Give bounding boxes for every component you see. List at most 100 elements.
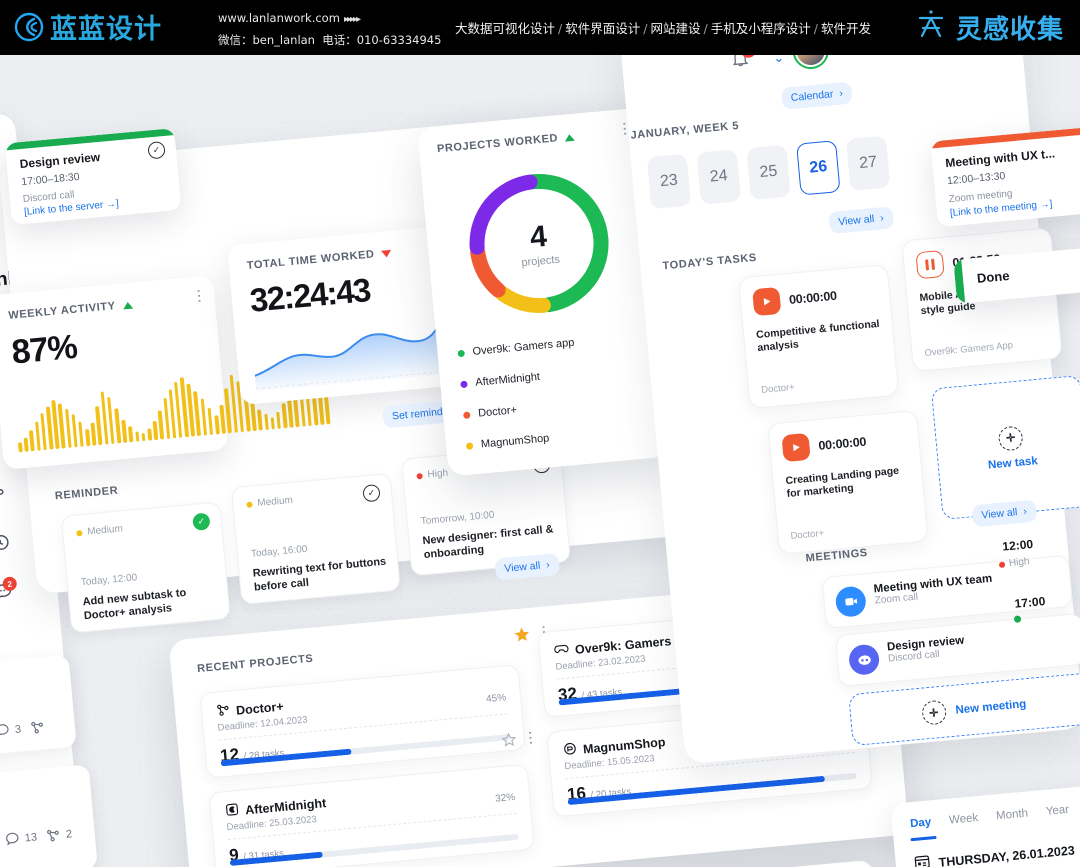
legend-item: Doctor+ — [462, 404, 518, 421]
activity-bar — [85, 428, 91, 447]
inspiration-mark-icon — [914, 8, 948, 47]
recent-projects-view-all-button[interactable]: View all › — [494, 553, 560, 581]
activity-bar — [107, 397, 115, 445]
legend-swatch — [460, 380, 468, 388]
task-card[interactable]: 00:00:00 Competitive & functional analys… — [737, 263, 900, 410]
sidebar-item-share[interactable] — [0, 485, 6, 506]
service-2: 网站建设 — [650, 21, 701, 36]
trend-down-icon — [381, 249, 392, 258]
task-project: Over9k: Gamers App — [924, 339, 1014, 359]
legend-label: Doctor+ — [477, 404, 518, 420]
sidebar-item-chat[interactable]: 2 — [0, 576, 18, 603]
reminder-text: Rewriting text for buttons before call — [252, 555, 387, 594]
activity-bar — [270, 417, 276, 430]
project-card[interactable]: MagnumShop Deadline: 15.05.2023 89% 16 /… — [546, 702, 873, 818]
legend-swatch — [457, 349, 465, 357]
done-label: Done — [976, 267, 1011, 286]
legend-swatch — [465, 441, 474, 450]
project-name: Doctor+ — [235, 699, 285, 718]
activity-bar — [214, 414, 220, 435]
projects-worked-card: PROJECTS WORKED ⋯ 4 projects — [417, 107, 670, 477]
chevron-down-icon[interactable]: ⌄ — [772, 55, 785, 66]
activity-bar — [207, 407, 214, 436]
legend-swatch — [462, 410, 471, 419]
reminder-item[interactable]: Medium ✓ Today, 16:00 Rewriting text for… — [230, 472, 401, 605]
legend-item: Over9k: Gamers app — [457, 337, 575, 360]
float-title: Design review — [19, 149, 101, 172]
inspiration-text: 灵感收集 — [955, 15, 1064, 45]
task-timer: 00:00:00 — [817, 434, 867, 453]
comment-float-card-1[interactable]: 3 — [0, 654, 77, 763]
dashboard-stage: 2 Dashboard — [0, 55, 1080, 867]
comment-float-card-2[interactable]: zing last call 13 2 — [0, 764, 98, 867]
weekly-activity-menu-icon[interactable]: ⋯ — [189, 287, 209, 305]
new-meeting-label: New meeting — [955, 698, 1027, 717]
activity-bar — [90, 422, 97, 446]
tab-active-underline — [910, 835, 937, 842]
productivity-card: TODAY'S PRODUCTIVITY ⋯ 91% — [658, 859, 884, 867]
tab-day[interactable]: Day — [909, 816, 932, 831]
project-menu-icon[interactable]: ⋯ — [521, 729, 540, 747]
legend-label: AfterMidnight — [474, 370, 541, 389]
tab-year[interactable]: Year — [1045, 803, 1070, 818]
activity-bar — [193, 391, 202, 437]
activity-bar — [23, 438, 29, 452]
tab-week[interactable]: Week — [948, 812, 979, 827]
tab-month[interactable]: Month — [995, 807, 1029, 823]
sidebar-item-history[interactable] — [0, 533, 11, 554]
design-review-float-card[interactable]: Design review 17:00–18:30 Discord call [… — [4, 128, 182, 226]
calendar-day[interactable]: 27 — [845, 135, 891, 192]
service-3: 手机及小程序设计 — [710, 21, 811, 36]
project-card[interactable]: Over9k: Gamers app Deadline: 23.02.2023 … — [537, 603, 864, 718]
reminder-time: Today, 16:00 — [250, 543, 308, 560]
activity-bar — [17, 442, 23, 453]
pause-icon[interactable] — [915, 249, 945, 280]
play-icon[interactable] — [781, 432, 811, 463]
reminder-text: Add new subtask to Doctor+ analysis — [82, 586, 187, 623]
activity-bar — [200, 398, 208, 436]
play-icon[interactable] — [752, 286, 782, 317]
service-4: 软件开发 — [820, 21, 871, 36]
plus-circle-dashed-icon: ✛ — [997, 424, 1024, 452]
new-task-button[interactable]: ✛ New task — [930, 374, 1080, 520]
calendar-day[interactable]: 25 — [746, 144, 791, 201]
plus-circle-dashed-icon: ✛ — [920, 699, 947, 726]
task-project: Doctor+ — [760, 381, 796, 396]
favorite-star-outline-icon[interactable] — [500, 732, 518, 754]
task-project: Doctor+ — [790, 527, 825, 542]
calendar-icon — [913, 853, 932, 867]
calendar-day-selected[interactable]: 26 — [796, 140, 841, 196]
bell-icon[interactable]: 10 — [729, 55, 758, 74]
projects-donut-chart: 4 projects — [452, 157, 626, 336]
project-card[interactable]: AfterMidnight Deadline: 25.03.2023 32% 9… — [208, 763, 535, 867]
projects-worked-title: PROJECTS WORKED — [436, 132, 559, 156]
calendar-day[interactable]: 23 — [646, 153, 692, 210]
chevron-right-icon: › — [879, 212, 885, 225]
calendar-day[interactable]: 24 — [696, 149, 742, 205]
meeting-card[interactable]: Meeting with UX team Zoom call — [821, 554, 1074, 630]
reminder-check-icon[interactable]: ✓ — [192, 512, 211, 531]
activity-bar — [121, 419, 128, 443]
weekly-activity-value: 87% — [10, 327, 79, 372]
banner-phone: 电话：010-63334945 — [322, 33, 442, 47]
reminder-check-icon[interactable]: ✓ — [362, 483, 381, 503]
meeting-time: 12:00 — [1001, 536, 1034, 554]
activity-bar — [135, 431, 140, 442]
trend-up-icon — [122, 301, 133, 309]
float-check-icon[interactable]: ✓ — [147, 141, 166, 160]
chevron-right-icon: › — [838, 87, 844, 100]
shop-icon — [562, 741, 577, 759]
activity-bar — [141, 433, 146, 442]
project-percent: 32% — [494, 791, 516, 805]
legend-label: MagnumShop — [480, 432, 550, 451]
project-card[interactable]: Doctor+ Deadline: 12.04.2023 45% 12 / 28… — [199, 664, 526, 779]
task-card[interactable]: 00:00:00 Creating Landing page for marke… — [767, 409, 929, 555]
activity-bar — [78, 421, 85, 447]
activity-bar — [157, 410, 165, 440]
favorite-star-icon[interactable] — [513, 626, 532, 649]
meeting-card[interactable]: Design review Discord call — [834, 612, 1080, 688]
reminder-item[interactable]: Medium ✓ Today, 12:00 Add new subtask to… — [60, 501, 231, 634]
dashboard-plane: 2 Dashboard — [0, 55, 1080, 867]
ux-meeting-float-card[interactable]: Meeting with UX t... 12:00–13:30 Zoom me… — [930, 125, 1080, 228]
brand-logo: 蓝蓝设计 — [14, 7, 162, 46]
